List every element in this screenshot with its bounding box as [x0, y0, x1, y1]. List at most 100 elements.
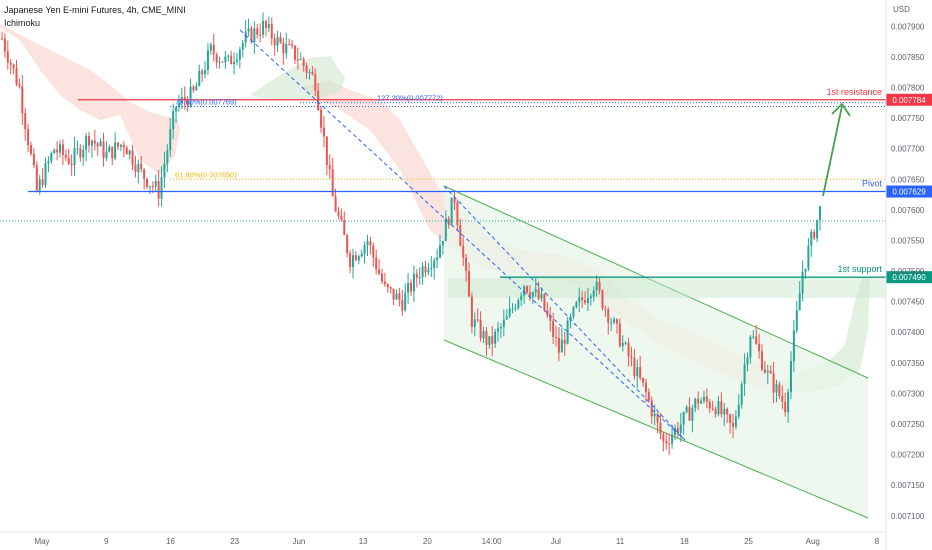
- candle-body: [459, 225, 462, 246]
- candle-body: [737, 404, 740, 417]
- price-tick-label: 0.007200: [891, 451, 925, 460]
- currency-label: USD: [893, 5, 910, 14]
- candle-body: [88, 136, 91, 146]
- price-tick-label: 0.007700: [891, 145, 925, 154]
- candle-body: [679, 424, 682, 434]
- candle-body: [148, 185, 151, 187]
- price-axis[interactable]: USD 0.007100 0.007150 0.007200 0.007250 0.007…: [885, 0, 925, 550]
- candle-body: [30, 145, 33, 154]
- candle-body: [12, 64, 15, 69]
- candle-body: [380, 273, 383, 282]
- candle-body: [650, 400, 653, 417]
- candle-body: [575, 302, 578, 308]
- candle-body: [206, 50, 209, 71]
- ichimoku-cloud-bullish: [250, 56, 345, 100]
- candle-body: [543, 294, 546, 311]
- fib-level-label: 78.60%(0.007769): [175, 97, 237, 106]
- date-tick-label: 13: [359, 537, 368, 546]
- candle-body: [357, 256, 360, 261]
- candle-body: [688, 407, 691, 421]
- candle-body: [70, 163, 73, 166]
- candle-body: [618, 323, 621, 347]
- level-label: 1st support: [837, 264, 882, 274]
- candle-body: [502, 319, 505, 328]
- candle-body: [743, 364, 746, 384]
- candle-body: [325, 136, 328, 166]
- candle-body: [671, 434, 674, 444]
- candle-body: [610, 322, 613, 324]
- candle-body: [488, 336, 491, 345]
- candle-body: [781, 396, 784, 402]
- candle-body: [569, 316, 572, 321]
- candle-body: [621, 343, 624, 347]
- channel-upper-line: [443, 185, 869, 379]
- candle-body: [299, 58, 302, 60]
- candle-body: [598, 282, 601, 291]
- date-tick-label: Aug: [806, 537, 820, 546]
- candle-body: [27, 129, 30, 146]
- candle-body: [314, 74, 317, 91]
- candle-body: [801, 271, 804, 294]
- candle-body: [273, 38, 276, 46]
- candle-body: [810, 231, 813, 246]
- candle-body: [308, 71, 311, 73]
- price-tick-label: 0.007850: [891, 53, 925, 62]
- candle-body: [291, 44, 294, 46]
- candle-body: [143, 169, 146, 179]
- candle-body: [549, 315, 552, 321]
- date-tick-label: 11: [616, 537, 625, 546]
- date-tick-label: 25: [744, 537, 753, 546]
- candle-body: [64, 154, 67, 158]
- candle-body: [137, 163, 140, 173]
- candle-body: [662, 434, 665, 442]
- candle-body: [215, 54, 218, 63]
- candle-body: [340, 215, 343, 220]
- candle-body: [389, 287, 392, 289]
- candle-body: [105, 151, 108, 159]
- chart-legend: Japanese Yen E-mini Futures, 4h, CME_MIN…: [4, 4, 186, 30]
- candle-body: [511, 308, 514, 310]
- candle-body: [537, 289, 540, 299]
- fib-connector-line: [239, 29, 686, 441]
- candle-body: [6, 51, 9, 63]
- candle-body: [282, 42, 285, 54]
- candle-body: [453, 197, 456, 203]
- candle-body: [79, 148, 82, 158]
- candle-body: [186, 100, 189, 106]
- fib-level-label: 127.20%(0.007772): [377, 94, 443, 103]
- candle-body: [578, 297, 581, 303]
- candle-body: [517, 300, 520, 309]
- candle-body: [586, 298, 589, 303]
- candle-body: [607, 309, 610, 323]
- date-tick-label: 14:00: [482, 537, 503, 546]
- candle-body: [67, 157, 70, 164]
- price-tick-label: 0.007250: [891, 420, 925, 429]
- ichimoku-cloud-bearish: [300, 80, 775, 388]
- price-tick-label: 0.007650: [891, 175, 925, 184]
- candle-body: [630, 356, 633, 358]
- price-tick-label: 0.007500: [891, 267, 925, 276]
- candle-body: [24, 113, 27, 130]
- candle-body: [505, 316, 508, 320]
- candle-body: [21, 86, 24, 114]
- candle-body: [572, 307, 575, 317]
- candle-body: [111, 146, 114, 159]
- candle-body: [351, 255, 354, 267]
- candle-body: [723, 408, 726, 415]
- candle-body: [604, 308, 607, 310]
- candle-body: [424, 266, 427, 273]
- candle-body: [615, 319, 618, 324]
- date-tick-label: 16: [166, 537, 175, 546]
- candle-body: [288, 44, 291, 46]
- channel-lower-line: [443, 339, 869, 519]
- candle-body: [50, 153, 53, 162]
- candle-body: [444, 218, 447, 242]
- time-axis[interactable]: May 9 16 23 Jun 13 20 14:00 Jul 11 18 25 Aug 8: [0, 531, 886, 546]
- candle-body: [61, 144, 64, 155]
- candle-body: [700, 400, 703, 404]
- candle-body: [363, 245, 366, 254]
- candle-body: [766, 370, 769, 373]
- candle-body: [293, 45, 296, 60]
- candle-body: [73, 148, 76, 166]
